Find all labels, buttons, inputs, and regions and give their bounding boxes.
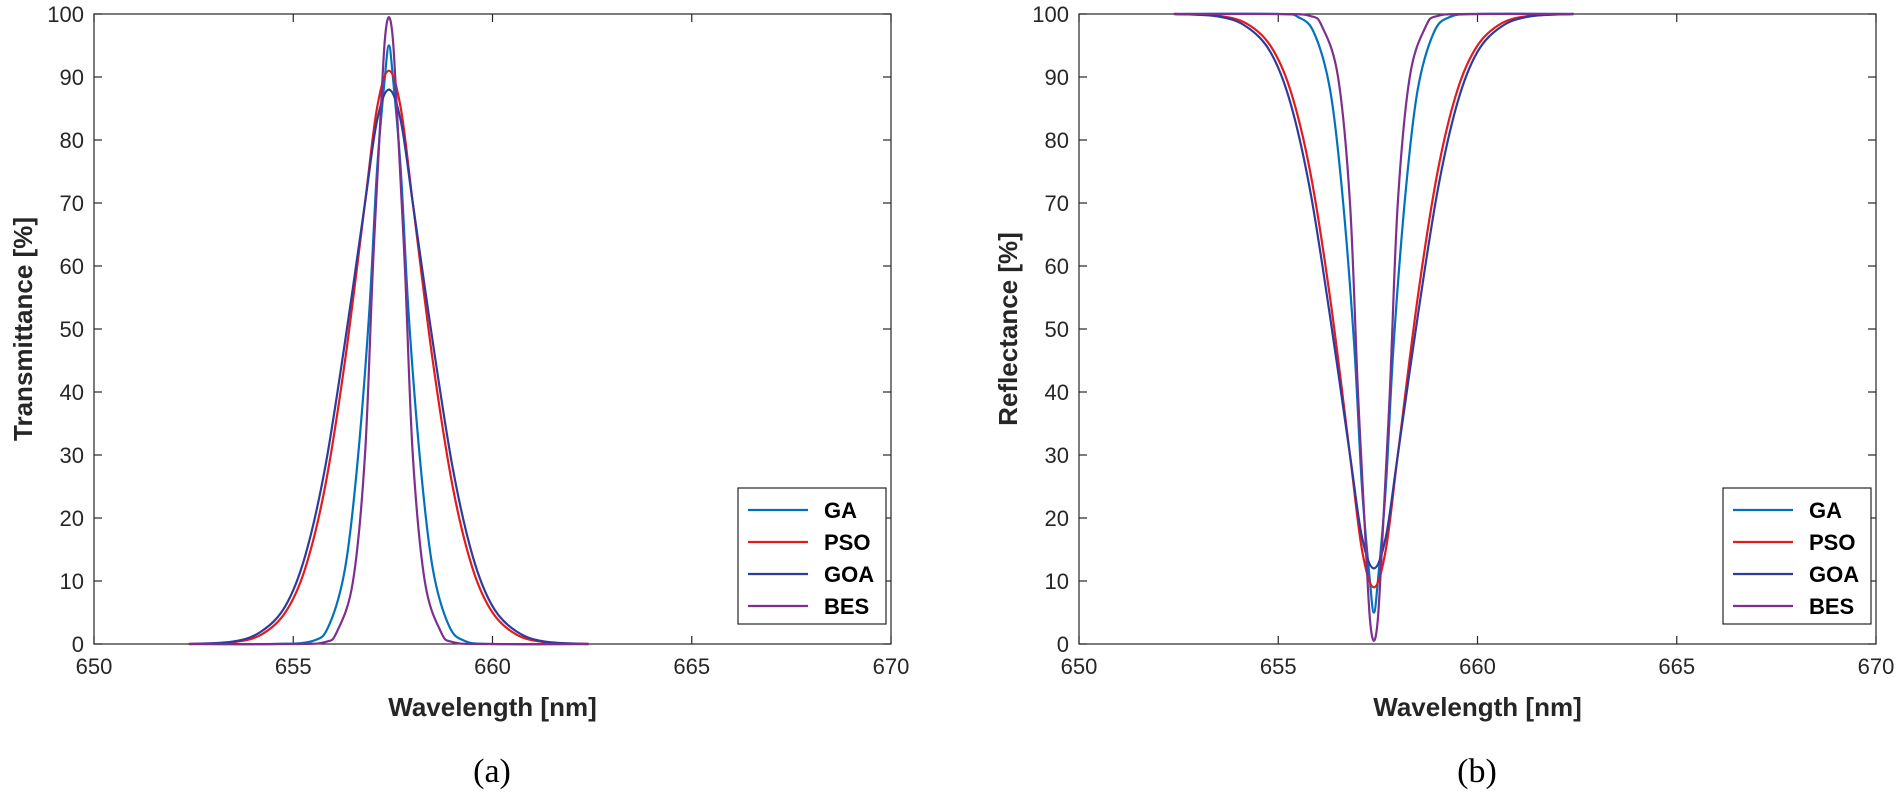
- x-axis-label: Wavelength [nm]: [1373, 692, 1581, 722]
- x-tick-label: 650: [76, 654, 113, 679]
- y-tick-label: 60: [1045, 254, 1069, 279]
- y-tick-label: 30: [1045, 443, 1069, 468]
- y-tick-label: 40: [1045, 380, 1069, 405]
- y-tick-label: 90: [60, 65, 84, 90]
- x-tick-label: 660: [1459, 654, 1496, 679]
- series-line-bes: [188, 16, 590, 646]
- x-tick-label: 655: [275, 654, 312, 679]
- x-tick-label: 655: [1260, 654, 1297, 679]
- series-line-ga: [188, 44, 590, 646]
- y-tick-label: 0: [72, 632, 84, 657]
- x-tick-label: 670: [873, 654, 910, 679]
- y-tick-label: 70: [1045, 191, 1069, 216]
- x-tick-label: 665: [1658, 654, 1695, 679]
- y-tick-label: 30: [60, 443, 84, 468]
- series-line-pso: [1173, 12, 1575, 589]
- y-tick-label: 90: [1045, 65, 1069, 90]
- y-tick-label: 60: [60, 254, 84, 279]
- y-tick-label: 80: [1045, 128, 1069, 153]
- chart-panel-2: 650 655 660 665 670 0 10 20 30 40 50 60 70 80 90 100 Wav…: [993, 2, 1894, 790]
- x-tick-label: 670: [1858, 654, 1895, 679]
- y-tick-label: 40: [60, 380, 84, 405]
- legend-label-bes: BES: [1809, 594, 1854, 619]
- x-tick-label: 665: [673, 654, 710, 679]
- legend-label-ga: GA: [824, 498, 857, 523]
- y-tick-label: 10: [60, 569, 84, 594]
- legend-label-pso: PSO: [824, 530, 870, 555]
- y-tick-label: 80: [60, 128, 84, 153]
- legend-label-goa: GOA: [1809, 562, 1859, 587]
- legend-label-pso: PSO: [1809, 530, 1855, 555]
- y-tick-label: 20: [1045, 506, 1069, 531]
- y-tick-label: 70: [60, 191, 84, 216]
- legend-label-goa: GOA: [824, 562, 874, 587]
- series-line-goa: [1173, 12, 1575, 570]
- y-tick-label: 50: [1045, 317, 1069, 342]
- y-tick-label: 100: [1032, 2, 1069, 27]
- y-tick-label: 100: [47, 2, 84, 27]
- panel-caption: (a): [473, 753, 511, 790]
- legend-label-ga: GA: [1809, 498, 1842, 523]
- y-axis-label: Transmittance [%]: [8, 217, 38, 441]
- y-tick-label: 10: [1045, 569, 1069, 594]
- y-tick-label: 20: [60, 506, 84, 531]
- series-line-ga: [1173, 12, 1575, 614]
- x-tick-label: 650: [1061, 654, 1098, 679]
- x-axis-label: Wavelength [nm]: [388, 692, 596, 722]
- y-tick-label: 50: [60, 317, 84, 342]
- series-line-goa: [188, 88, 590, 646]
- y-tick-label: 0: [1057, 632, 1069, 657]
- series-line-bes: [1173, 12, 1575, 642]
- legend-label-bes: BES: [824, 594, 869, 619]
- panel-caption: (b): [1457, 753, 1497, 790]
- series-line-pso: [188, 69, 590, 646]
- chart-panel-1: 650 655 660 665 670 0 10 20 30 40 50 60 70 80 90 100 Wav…: [8, 2, 909, 790]
- y-axis-label: Reflectance [%]: [993, 232, 1023, 426]
- x-tick-label: 660: [474, 654, 511, 679]
